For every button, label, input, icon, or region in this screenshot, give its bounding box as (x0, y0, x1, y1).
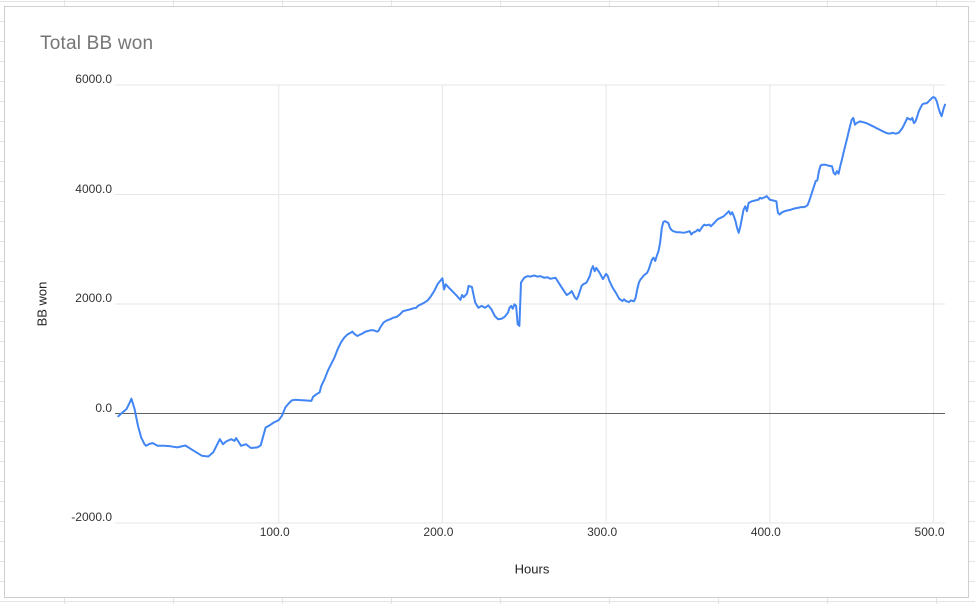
x-tick-label: 200.0 (423, 525, 454, 539)
chart-card[interactable]: Total BB won 100.0 200.0 300.0 400.0 500.0 6… (4, 6, 969, 598)
y-tick-label: 6000.0 (75, 72, 112, 86)
chart-title: Total BB won (40, 33, 154, 54)
y-tick-label: 4000.0 (75, 181, 112, 196)
x-tick-label: 100.0 (259, 525, 290, 539)
y-axis-title: BB won (34, 281, 50, 327)
y-tick-label: 0.0 (95, 400, 112, 415)
x-tick-label: 300.0 (587, 525, 618, 539)
x-tick-label: 400.0 (750, 525, 781, 539)
x-axis-title: Hours (514, 561, 550, 577)
series-line (117, 96, 946, 458)
line-chart-svg (115, 84, 946, 524)
plot-area (115, 84, 946, 524)
y-tick-label: 2000.0 (75, 291, 112, 305)
x-tick-label: 500.0 (914, 525, 945, 539)
gridlines (115, 84, 945, 524)
y-tick-label: -2000.0 (71, 510, 112, 524)
